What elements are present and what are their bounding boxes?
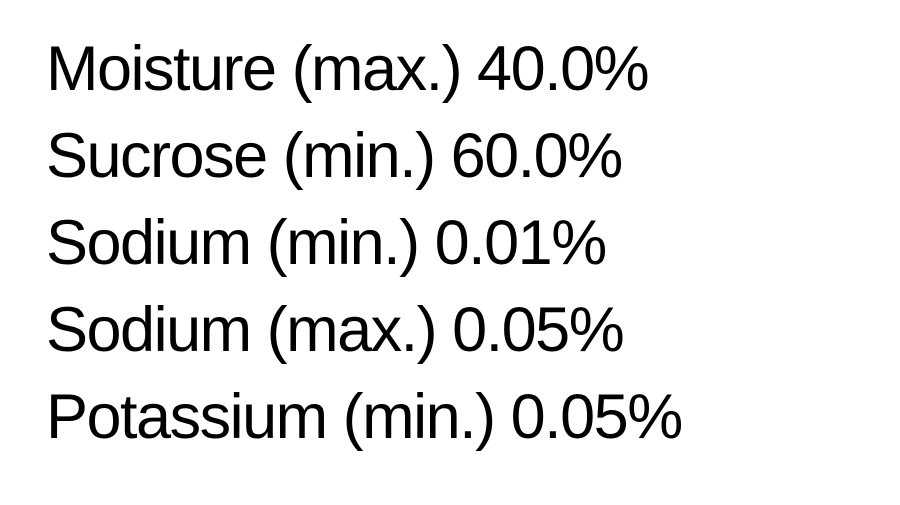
specification-list: Moisture (max.) 40.0% Sucrose (min.) 60.…: [46, 26, 683, 461]
spec-sucrose-min: Sucrose (min.) 60.0%: [46, 121, 623, 191]
spec-sodium-min: Sodium (min.) 0.01%: [46, 208, 607, 278]
spec-potassium-min: Potassium (min.) 0.05%: [46, 382, 683, 452]
spec-sodium-max: Sodium (max.) 0.05%: [46, 295, 625, 365]
spec-moisture-max: Moisture (max.) 40.0%: [46, 34, 650, 104]
